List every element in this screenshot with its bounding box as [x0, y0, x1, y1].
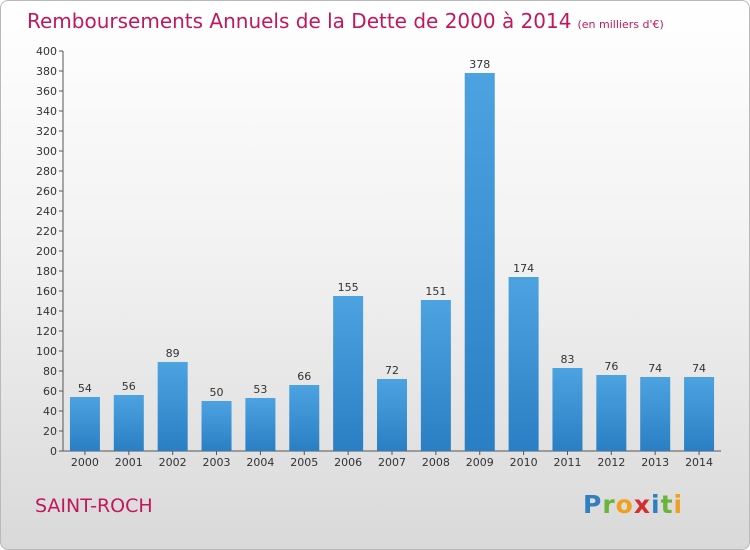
bar-value-label: 56: [122, 380, 136, 393]
bar: [69, 397, 100, 451]
bar: [464, 73, 495, 451]
x-tick-label: 2010: [510, 456, 538, 469]
y-tick-label: 260: [36, 185, 57, 198]
bar-value-label: 76: [604, 360, 618, 373]
bar-value-label: 72: [385, 364, 399, 377]
x-tick-label: 2001: [115, 456, 143, 469]
bar: [157, 362, 188, 451]
bar-value-label: 74: [692, 362, 706, 375]
bar-value-label: 83: [560, 353, 574, 366]
bar-value-label: 53: [253, 383, 267, 396]
proxiti-logo: Proxiti: [583, 490, 684, 519]
bar-value-label: 378: [469, 58, 490, 71]
y-tick-label: 240: [36, 205, 57, 218]
y-tick-label: 400: [36, 45, 57, 58]
y-tick-label: 80: [43, 365, 57, 378]
y-tick-label: 320: [36, 125, 57, 138]
x-tick-label: 2003: [203, 456, 231, 469]
x-tick-label: 2004: [246, 456, 274, 469]
x-tick-label: 2011: [553, 456, 581, 469]
y-tick-label: 120: [36, 325, 57, 338]
y-tick-label: 280: [36, 165, 57, 178]
bar: [289, 385, 320, 451]
bar: [596, 375, 627, 451]
bar-value-label: 174: [513, 262, 534, 275]
bar: [201, 401, 232, 451]
x-tick-label: 2005: [290, 456, 318, 469]
bar: [333, 296, 364, 451]
y-tick-label: 0: [50, 445, 57, 458]
bar: [552, 368, 583, 451]
y-tick-label: 100: [36, 345, 57, 358]
bar-value-label: 50: [210, 386, 224, 399]
x-tick-label: 2014: [685, 456, 713, 469]
x-tick-label: 2013: [641, 456, 669, 469]
bar: [377, 379, 407, 451]
x-tick-label: 2006: [334, 456, 362, 469]
y-tick-label: 180: [36, 265, 57, 278]
y-tick-label: 20: [43, 425, 57, 438]
bar-value-label: 89: [166, 347, 180, 360]
bar: [508, 277, 539, 451]
y-tick-label: 340: [36, 105, 57, 118]
y-tick-label: 160: [36, 285, 57, 298]
commune-name: SAINT-ROCH: [35, 495, 153, 517]
x-tick-label: 2000: [71, 456, 99, 469]
bar-value-label: 54: [78, 382, 92, 395]
bar: [245, 398, 276, 451]
x-tick-label: 2009: [466, 456, 494, 469]
y-tick-label: 140: [36, 305, 57, 318]
x-tick-label: 2008: [422, 456, 450, 469]
y-tick-label: 60: [43, 385, 57, 398]
title-main: Remboursements Annuels de la Dette de 20…: [27, 9, 572, 33]
x-tick-label: 2002: [159, 456, 187, 469]
x-tick-label: 2007: [378, 456, 406, 469]
bar-value-label: 66: [297, 370, 311, 383]
bar: [640, 377, 671, 451]
y-tick-label: 200: [36, 245, 57, 258]
title-unit: (en milliers d'€): [577, 18, 664, 31]
bar-value-label: 151: [425, 285, 446, 298]
y-tick-label: 220: [36, 225, 57, 238]
x-tick-label: 2012: [597, 456, 625, 469]
y-tick-label: 300: [36, 145, 57, 158]
chart-title: Remboursements Annuels de la Dette de 20…: [27, 9, 664, 33]
bar-value-label: 155: [338, 281, 359, 294]
bar: [113, 395, 144, 451]
y-tick-label: 360: [36, 85, 57, 98]
bar-value-label: 74: [648, 362, 662, 375]
y-tick-label: 40: [43, 405, 57, 418]
bar: [684, 377, 715, 451]
y-tick-label: 380: [36, 65, 57, 78]
bar: [420, 300, 451, 451]
